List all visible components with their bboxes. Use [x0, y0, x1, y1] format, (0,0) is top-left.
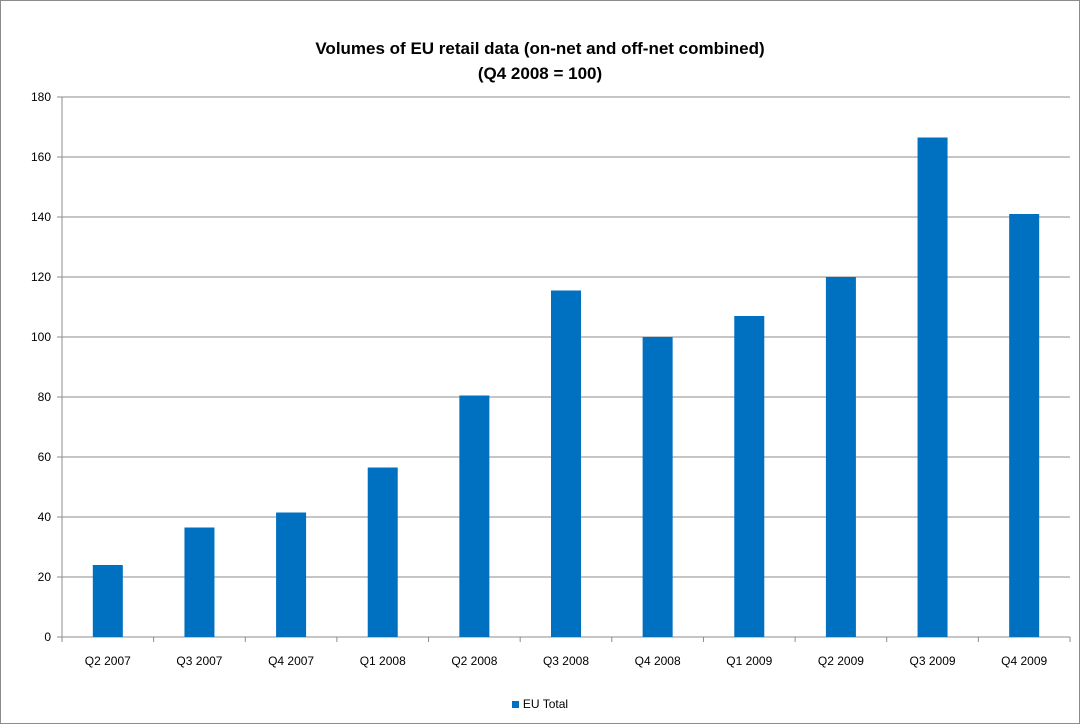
x-tick-label: Q2 2008 [451, 654, 497, 668]
chart-title-line-1: Volumes of EU retail data (on-net and of… [315, 39, 765, 58]
legend-swatch [511, 701, 519, 708]
y-tick-label: 20 [38, 570, 52, 584]
y-tick-label: 60 [38, 450, 52, 464]
bar-q4-2007 [276, 512, 307, 637]
y-tick-label: 140 [31, 210, 51, 224]
y-tick-label: 40 [38, 510, 52, 524]
bar-q2-2007 [92, 565, 123, 637]
y-tick-label: 0 [44, 630, 51, 644]
bar-q2-2009 [825, 277, 856, 637]
x-tick-label: Q3 2007 [176, 654, 222, 668]
x-tick-label: Q4 2009 [1001, 654, 1047, 668]
legend-label: EU Total [522, 697, 569, 711]
x-tick-label: Q4 2008 [635, 654, 681, 668]
y-tick-label: 80 [38, 390, 52, 404]
chart-title-line-2: (Q4 2008 = 100) [477, 64, 603, 83]
y-tick-label: 100 [31, 330, 51, 344]
bar-q1-2009 [734, 316, 765, 637]
x-tick-label: Q3 2009 [910, 654, 956, 668]
y-tick-label: 180 [31, 90, 51, 104]
bar-q1-2008 [367, 467, 398, 637]
bar-q4-2009 [1009, 214, 1040, 637]
x-tick-label: Q4 2007 [268, 654, 314, 668]
bar-q3-2007 [184, 527, 215, 637]
x-tick-label: Q1 2009 [726, 654, 772, 668]
bar-q2-2008 [459, 395, 490, 637]
x-tick-label: Q2 2009 [818, 654, 864, 668]
bar-q3-2009 [917, 137, 948, 637]
y-tick-label: 160 [31, 150, 51, 164]
bar-q4-2008 [642, 337, 673, 637]
legend: EU Total [0, 697, 1080, 711]
chart-title: Volumes of EU retail data (on-net and of… [0, 36, 1080, 86]
x-tick-label: Q2 2007 [85, 654, 131, 668]
x-tick-label: Q1 2008 [360, 654, 406, 668]
x-tick-label: Q3 2008 [543, 654, 589, 668]
y-tick-label: 120 [31, 270, 51, 284]
bar-q3-2008 [551, 290, 581, 637]
